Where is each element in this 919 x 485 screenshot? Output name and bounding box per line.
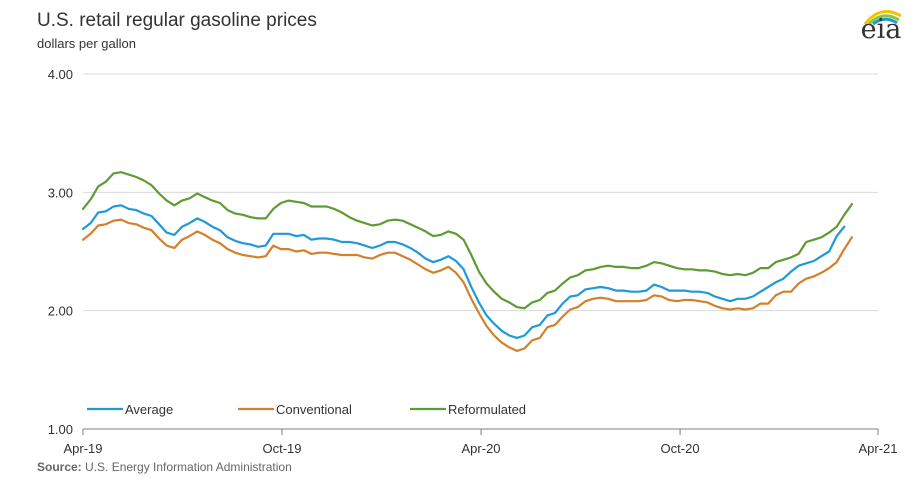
series-lines xyxy=(81,171,853,352)
x-tick-label: Oct-19 xyxy=(263,441,302,456)
legend-label-conventional: Conventional xyxy=(276,402,352,417)
source-label: Source: xyxy=(37,460,82,474)
sun-rays-icon xyxy=(863,10,902,26)
y-tick-label: 2.00 xyxy=(48,304,73,319)
logo-text: eia xyxy=(860,14,902,45)
axes: 4.00 3.00 2.00 1.00 Apr-19 Oct-19 Apr-20 Oct-20… xyxy=(48,67,898,456)
x-tick-label: Oct-20 xyxy=(661,441,700,456)
chart-subtitle: dollars per gallon xyxy=(37,36,137,51)
y-tick-label: 4.00 xyxy=(48,67,73,82)
eia-logo: eia xyxy=(853,2,909,48)
x-tick-label: Apr-21 xyxy=(858,441,897,456)
legend-label-reformulated: Reformulated xyxy=(448,402,526,417)
chart-title: U.S. retail regular gasoline prices xyxy=(37,10,317,31)
gridlines xyxy=(83,73,878,312)
x-tick-label: Apr-19 xyxy=(63,441,102,456)
source-text: U.S. Energy Information Administration xyxy=(81,460,292,474)
legend: Average Conventional Reformulated xyxy=(87,402,526,417)
series-line-reformulated xyxy=(81,171,853,310)
source-note: Source: U.S. Energy Information Administ… xyxy=(37,460,292,474)
series-line-conventional xyxy=(81,218,853,352)
legend-label-average: Average xyxy=(125,402,173,417)
series-line-average xyxy=(81,204,846,339)
x-tick-label: Apr-20 xyxy=(462,441,501,456)
y-tick-label: 1.00 xyxy=(48,422,73,437)
y-tick-label: 3.00 xyxy=(48,185,73,200)
